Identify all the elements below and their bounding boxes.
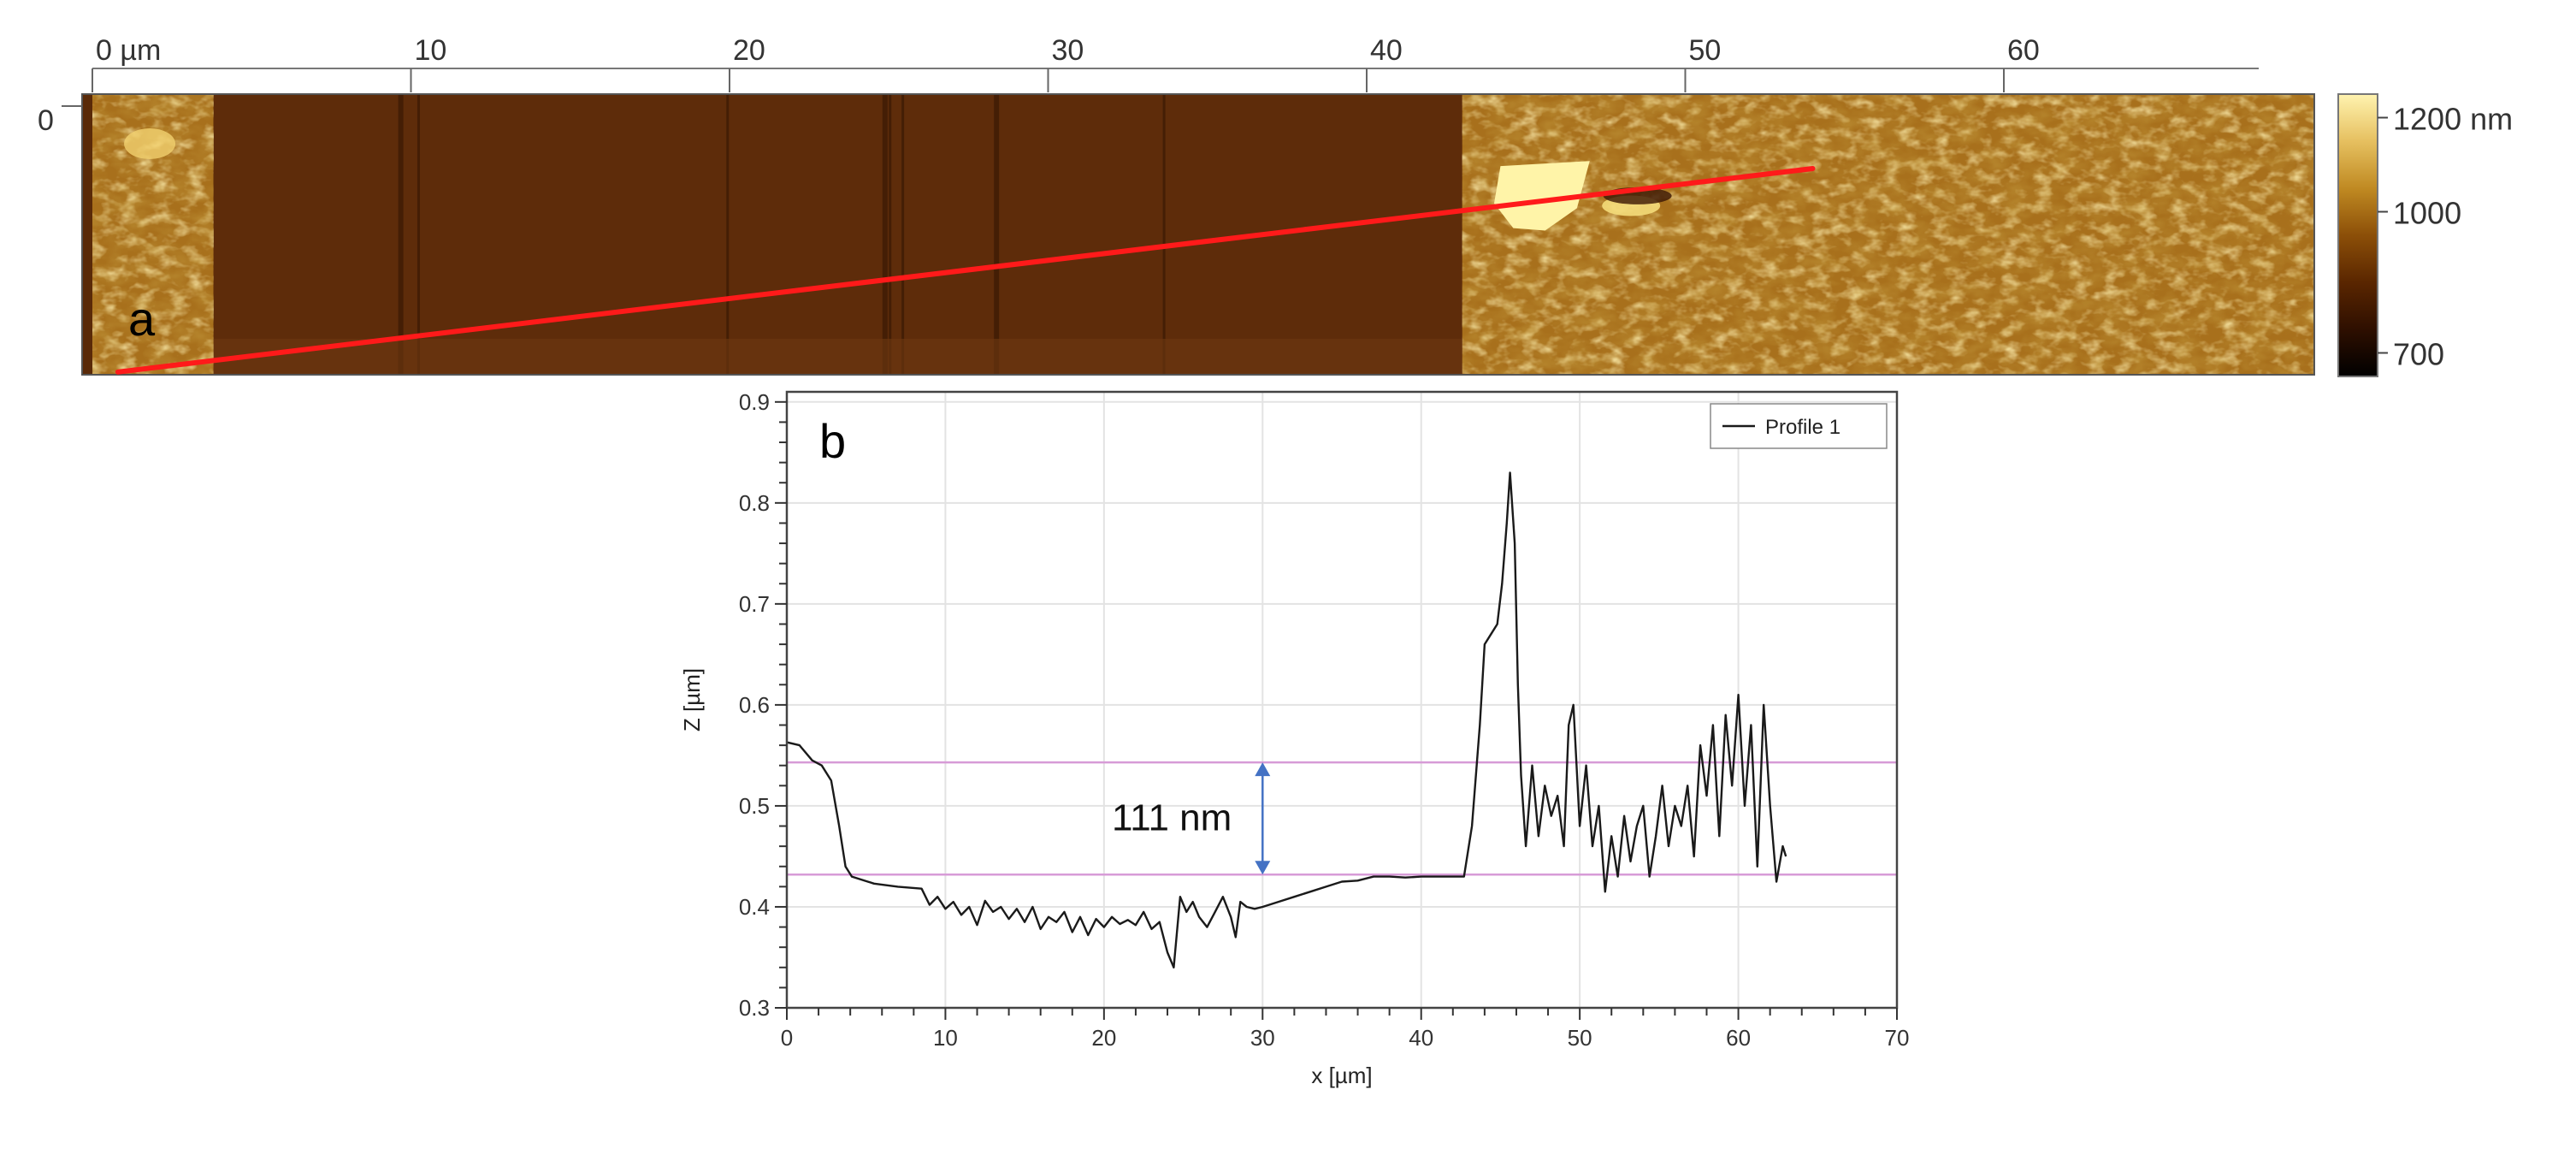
step-arrow-head-down [1255, 861, 1271, 875]
height-map-frame [81, 93, 2315, 376]
y-tick-label: 0.8 [739, 490, 770, 516]
colorbar: 1200 nm 1000 700 [2337, 93, 2513, 377]
x-tick-label: 0 [781, 1025, 793, 1051]
x-tick-label: 30 [1250, 1025, 1275, 1051]
step-arrow-head-up [1255, 762, 1271, 777]
x-axis-label: x [µm] [1311, 1063, 1372, 1088]
x-tick-label: 20 [1091, 1025, 1116, 1051]
step-height-annotation: 111 nm [1112, 762, 1271, 875]
height-map-image [82, 94, 2314, 375]
map-x-tick-label: 40 [1370, 34, 1403, 67]
y-tick-label: 0.6 [739, 692, 770, 718]
series-line-profile-1 [787, 471, 1787, 968]
scan-streak [1162, 94, 1166, 375]
colorbar-tick-label: 1200 nm [2393, 102, 2513, 137]
height-profile-chart: 111 nm 0 10 20 30 40 50 60 70 0.30.40.50.60.70.… [679, 389, 1909, 1088]
scan-streak [994, 94, 1000, 375]
plot-frame [785, 390, 1899, 1010]
afm-height-map-panel: 0 µm 10 20 30 40 50 60 0 a [38, 34, 2315, 376]
colorbar-ticks: 1200 nm 1000 700 [2378, 102, 2513, 372]
map-y-tick-label: 0 [38, 104, 54, 137]
colorbar-gradient [2337, 93, 2378, 377]
panel-label-a: a [128, 292, 156, 346]
x-tick-label: 10 [933, 1025, 958, 1051]
x-tick-label: 50 [1568, 1025, 1592, 1051]
scan-streak [726, 94, 730, 375]
panel-label-b: b [819, 414, 846, 468]
reference-lines [787, 761, 1897, 876]
map-x-tick-label: 30 [1052, 34, 1084, 67]
scan-streak [901, 94, 905, 375]
y-axis-label: Z [µm] [679, 668, 705, 731]
scan-streak [398, 94, 404, 375]
y-axis: 0.3 0.4 0.5 0.6 0.7 0.8 0.9 [739, 389, 787, 1021]
height-map-x-axis: 0 µm 10 20 30 40 50 60 [92, 34, 2259, 92]
x-tick-label: 40 [1409, 1025, 1433, 1051]
profile-line [115, 166, 1816, 375]
y-tick-label: 0.3 [739, 995, 770, 1021]
x-axis: 0 10 20 30 40 50 60 70 [781, 1008, 1910, 1051]
colorbar-tick-label: 1000 [2393, 196, 2461, 231]
map-x-tick-label: 20 [733, 34, 765, 67]
colorbar-tick-label: 700 [2393, 337, 2444, 372]
y-tick-label: 0.9 [739, 389, 770, 415]
map-texture-dark [1462, 94, 2314, 375]
map-x-tick-label: 10 [415, 34, 447, 67]
legend: Profile 1 [1710, 403, 1888, 449]
scan-streak [889, 94, 892, 375]
plot-area [787, 392, 1897, 1008]
scan-streak [882, 94, 888, 375]
map-x-tick-label: 60 [2007, 34, 2040, 67]
height-map-y-axis: 0 [38, 104, 82, 137]
map-x-tick-label: 0 µm [96, 34, 161, 67]
x-tick-label: 70 [1885, 1025, 1910, 1051]
x-tick-label: 60 [1726, 1025, 1751, 1051]
bright-grain [1494, 161, 1590, 231]
map-x-tick-label: 50 [1689, 34, 1722, 67]
substrate-band [213, 339, 1462, 375]
y-tick-label: 0.5 [739, 793, 770, 819]
series-layer [787, 471, 1787, 968]
y-tick-label: 0.7 [739, 591, 770, 617]
y-tick-label: 0.4 [739, 894, 770, 920]
step-height-label: 111 nm [1112, 797, 1232, 839]
legend-entry: Profile 1 [1765, 416, 1840, 439]
scan-streak [417, 94, 420, 375]
bright-grain [124, 128, 176, 159]
